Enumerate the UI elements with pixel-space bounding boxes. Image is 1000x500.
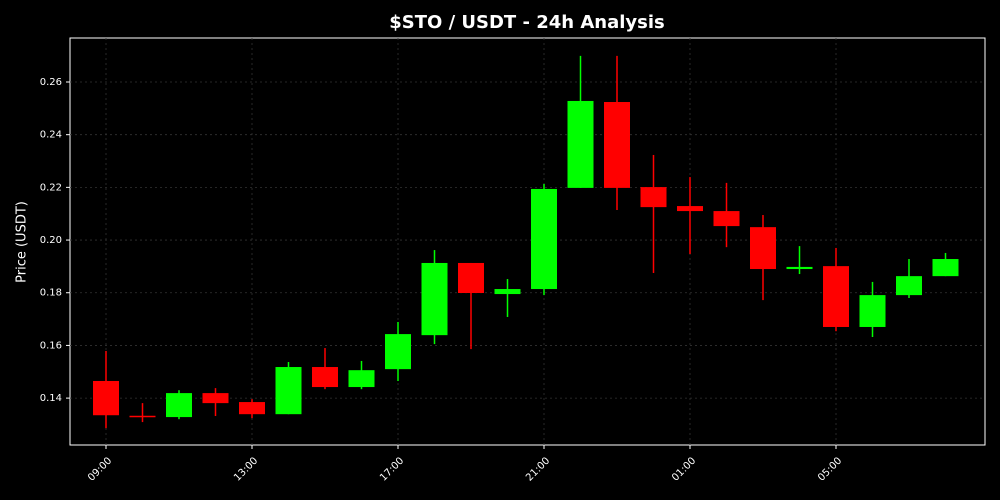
candle-body — [640, 187, 667, 208]
candle-body — [823, 266, 849, 327]
candle-body — [859, 295, 886, 327]
candle-body — [494, 289, 521, 295]
candle-body — [421, 262, 448, 336]
y-tick-label: 0.24 — [40, 130, 62, 141]
candle-body — [129, 415, 156, 418]
candle-body — [786, 266, 813, 270]
candle-body — [932, 259, 959, 277]
candle-body — [348, 370, 375, 388]
candle-body — [275, 367, 302, 415]
chart-title: $STO / USDT - 24h Analysis — [389, 12, 665, 33]
y-axis-label: Price (USDT) — [15, 201, 30, 283]
candle-body — [677, 206, 703, 212]
candle-body — [750, 227, 776, 270]
y-tick-label: 0.16 — [40, 340, 62, 351]
candle-body — [458, 262, 484, 294]
candle-body — [385, 334, 411, 370]
y-tick-label: 0.26 — [40, 77, 62, 88]
candle-body — [166, 393, 192, 418]
candle-body — [896, 276, 922, 296]
plot-frame — [69, 37, 986, 446]
y-tick-label: 0.14 — [40, 393, 62, 404]
candle-body — [312, 367, 338, 388]
candle-body — [567, 100, 594, 188]
candle-body — [202, 393, 229, 404]
y-tick-label: 0.18 — [40, 288, 62, 299]
candle-body — [604, 102, 630, 188]
y-tick-label: 0.22 — [40, 182, 62, 193]
candle-body — [93, 380, 119, 416]
candle-body — [713, 211, 740, 227]
candle-body — [531, 188, 557, 290]
candle-body — [239, 402, 265, 415]
y-tick-label: 0.20 — [40, 235, 62, 246]
